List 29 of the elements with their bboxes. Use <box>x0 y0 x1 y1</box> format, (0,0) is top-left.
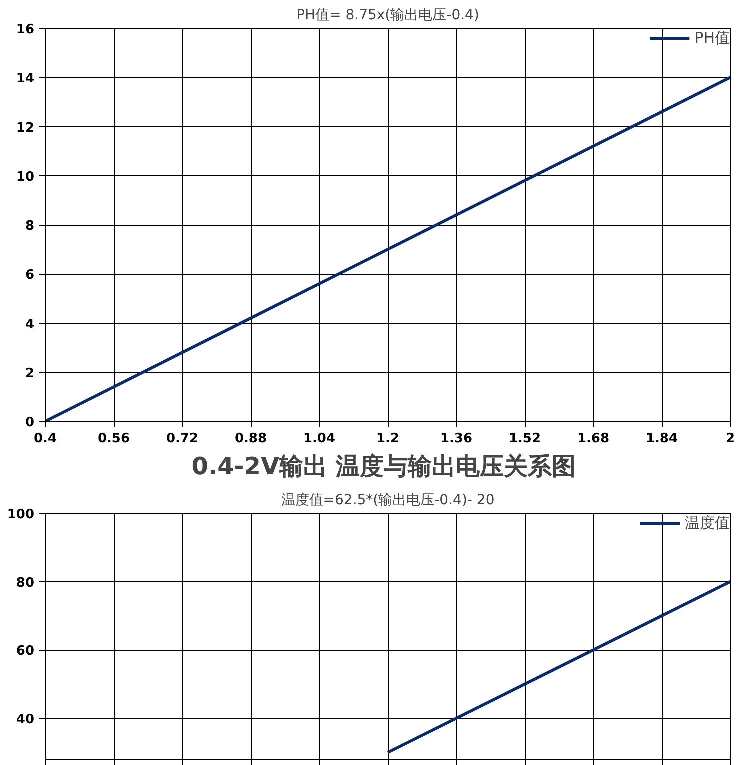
x-tick-label: 1.84 <box>646 432 678 446</box>
x-tick-label: 0.88 <box>234 432 268 446</box>
y-tick-label: 14 <box>16 72 35 87</box>
y-tick-label: 10 <box>16 170 35 185</box>
x-tick-label: 0.72 <box>166 432 199 446</box>
x-tick-label: 0.56 <box>98 432 130 446</box>
y-tick-label: 4 <box>25 317 34 332</box>
x-tick-label: 1.68 <box>577 432 610 446</box>
y-tick-label: 8 <box>25 219 34 234</box>
y-tick-label: 80 <box>16 576 35 591</box>
y-tick-label: 40 <box>16 712 35 728</box>
y-tick-label: 2 <box>25 366 34 382</box>
y-tick-label: 0 <box>25 416 34 430</box>
y-tick-label: 60 <box>16 644 35 660</box>
legend-label: 温度值 <box>685 514 730 532</box>
x-tick-label: 1.2 <box>376 432 400 446</box>
x-tick-label: 0.4 <box>34 432 58 446</box>
y-tick-label: 100 <box>7 508 35 522</box>
x-tick-label: 1.36 <box>440 432 473 446</box>
y-tick-label: 6 <box>25 268 34 284</box>
legend-label: PH值 <box>694 28 730 48</box>
chart-title: 0.4-2V输出 温度与输出电压关系图 <box>192 452 576 480</box>
text: 温度值=62.5*(输出电压-0.4)- 20 <box>281 492 495 508</box>
x-tick-label: 1.04 <box>303 432 336 446</box>
x-tick-label: 1.52 <box>508 432 542 446</box>
y-tick-label: 16 <box>16 22 35 38</box>
y-tick-label: 12 <box>16 120 35 136</box>
x-tick-label: 2 <box>726 432 736 446</box>
text: PH值= 8.75x(输出电压-0.4) <box>296 8 480 24</box>
